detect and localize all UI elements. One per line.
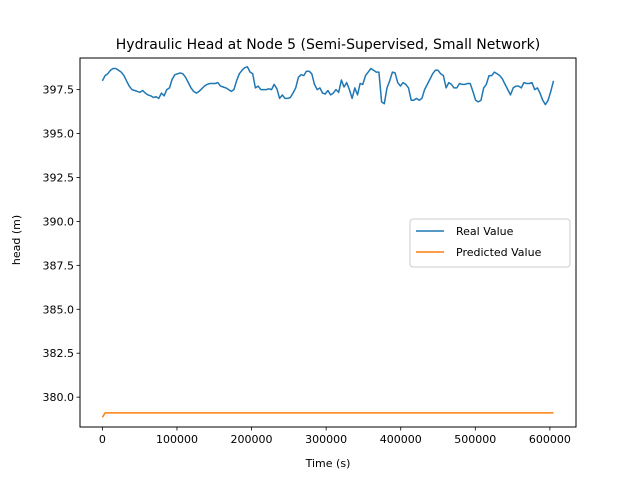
series-line-predicted-value	[101, 412, 554, 418]
legend-label: Real Value	[456, 225, 514, 238]
legend-label: Predicted Value	[456, 246, 542, 259]
y-tick-label: 390.0	[43, 215, 75, 228]
x-tick-label: 300000	[305, 433, 347, 446]
legend: Real Value Predicted Value	[409, 218, 571, 268]
y-tick-label: 395.0	[43, 128, 75, 141]
series-line-real-value	[101, 66, 555, 106]
x-tick-label: 400000	[380, 433, 422, 446]
chart-title: Hydraulic Head at Node 5 (Semi-Supervise…	[116, 37, 540, 53]
y-tick-label: 382.5	[43, 347, 75, 360]
x-axis-label: Time (s)	[305, 457, 351, 470]
y-tick-label: 392.5	[43, 171, 75, 184]
x-tick-label: 100000	[156, 433, 198, 446]
y-axis-label: head (m)	[10, 215, 23, 265]
x-tick-label: 200000	[231, 433, 273, 446]
y-tick-label: 387.5	[43, 259, 75, 272]
y-axis: 380.0 382.5 385.0 387.5 390.0 392.5 395.0 397.5	[43, 84, 80, 404]
axes-frame	[79, 57, 577, 428]
plot-area	[101, 66, 555, 418]
x-tick-label: 500000	[454, 433, 496, 446]
x-axis: 0 100000 200000 300000 400000 500000 600000	[99, 427, 571, 446]
x-tick-label: 0	[99, 433, 106, 446]
legend-box	[409, 218, 571, 268]
y-tick-label: 397.5	[43, 84, 75, 97]
y-tick-label: 385.0	[43, 303, 75, 316]
y-tick-label: 380.0	[43, 391, 75, 404]
x-tick-label: 600000	[529, 433, 571, 446]
